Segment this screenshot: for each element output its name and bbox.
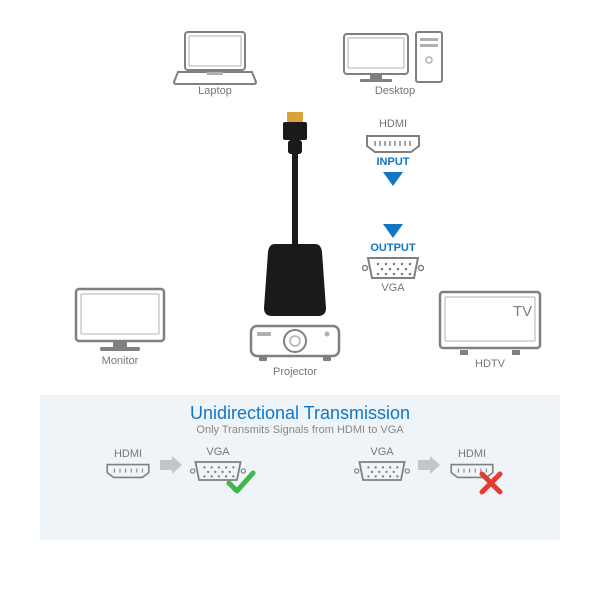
desktop-device: Desktop [340,30,450,97]
monitor-device: Monitor [70,285,170,367]
flow-right-to-label: HDMI [448,448,496,460]
vga-output-block: OUTPUT VGA [358,222,428,294]
hdtv-label: HDTV [435,358,545,370]
hdmi-port-label: HDMI [358,118,428,130]
vga-port-small-icon-2 [354,458,410,484]
adapter-icon [255,112,335,322]
arrow-right-icon-2 [416,455,442,475]
transmission-panel: Unidirectional Transmission Only Transmi… [40,395,560,540]
vga-port-label: VGA [358,282,428,294]
flow-left-to-label: VGA [190,446,246,458]
laptop-device: Laptop [170,30,260,97]
hdmi-to-vga-flow: HDMI VGA [104,446,246,484]
desktop-icon [340,30,450,85]
input-direction-label: INPUT [358,156,428,168]
hdmi-input-block: HDMI INPUT [358,118,428,188]
cross-icon [478,470,504,496]
input-arrow-icon [381,170,405,188]
hdtv-icon: TV [435,288,545,358]
check-icon [226,470,256,496]
hdmi-port-icon [363,132,423,156]
transmission-subtitle: Only Transmits Signals from HDMI to VGA [40,424,560,436]
vga-to-hdmi-flow: VGA HDMI [354,446,496,484]
adapter [255,112,335,322]
laptop-icon [170,30,260,85]
monitor-icon [70,285,170,355]
tv-screen-text: TV [513,303,532,320]
flow-left-from-label: HDMI [104,448,152,460]
monitor-label: Monitor [70,355,170,367]
hdtv-device: TV HDTV [435,288,545,370]
projector-label: Projector [245,366,345,378]
output-direction-label: OUTPUT [358,242,428,254]
output-arrow-icon [381,222,405,240]
projector-icon [245,320,345,366]
vga-port-icon [362,254,424,282]
arrow-right-icon [158,455,184,475]
projector-device: Projector [245,320,345,378]
flow-right-from-label: VGA [354,446,410,458]
desktop-label: Desktop [340,85,450,97]
laptop-label: Laptop [170,85,260,97]
transmission-title: Unidirectional Transmission [40,403,560,424]
hdmi-port-small-icon [104,460,152,482]
